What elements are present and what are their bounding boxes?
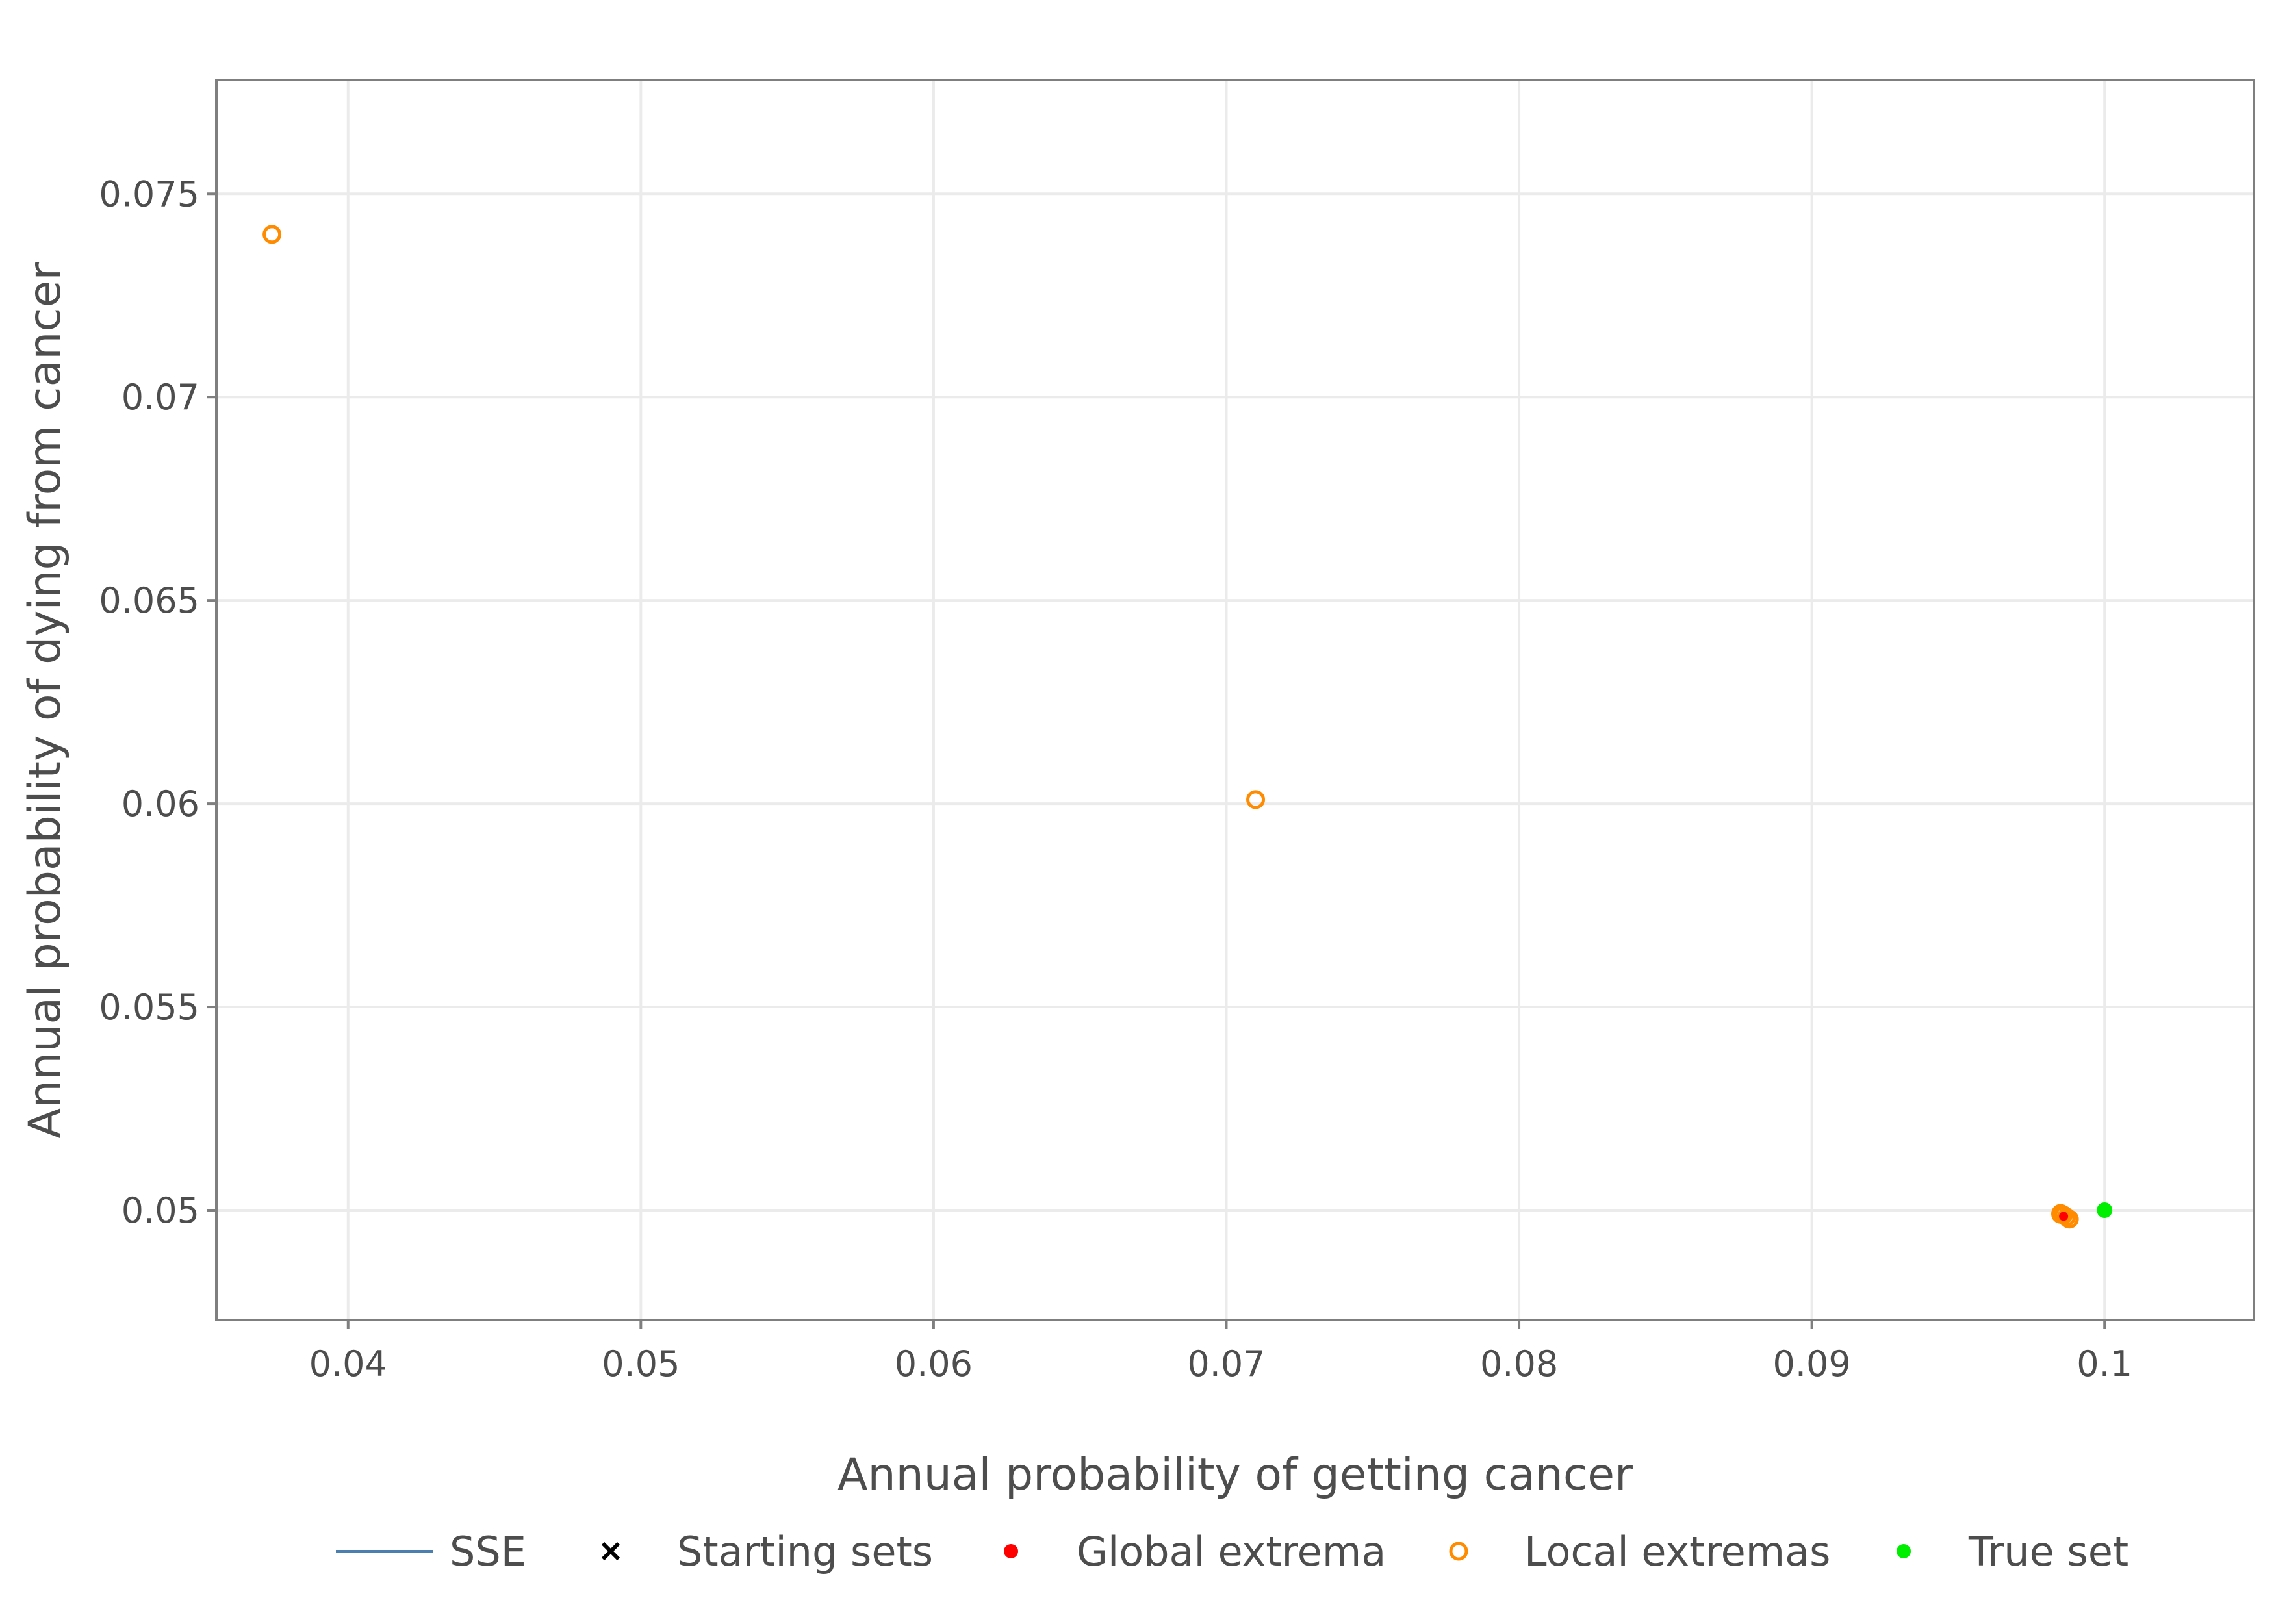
axis-ticks: 0.04 0.05 0.06 0.07 0.08 0.09 0.1 0.05 0.055 0.06… xyxy=(99,173,2132,1384)
true-set-point xyxy=(2097,1202,2113,1219)
local-extrema-point xyxy=(262,225,282,244)
plot-background xyxy=(216,80,2254,1320)
global-extrema-point xyxy=(2059,1212,2069,1221)
legend: SSE Starting sets Global extrema Local e… xyxy=(336,1528,2128,1575)
legend-label-global-extrema: Global extrema xyxy=(1077,1528,1386,1575)
orange-ring-swatch xyxy=(1449,1542,1468,1561)
legend-item-sse: SSE xyxy=(336,1528,526,1575)
y-tick-label: 0.07 xyxy=(121,377,199,418)
x-tick-label: 0.1 xyxy=(2076,1343,2132,1384)
local-extrema-point xyxy=(1246,790,1266,809)
legend-label-sse: SSE xyxy=(450,1528,526,1575)
y-tick-label: 0.06 xyxy=(121,783,199,824)
red-dot-swatch xyxy=(1004,1544,1018,1558)
x-tick-label: 0.04 xyxy=(309,1343,387,1384)
x-tick-label: 0.06 xyxy=(895,1343,973,1384)
legend-item-starting-sets: Starting sets xyxy=(601,1528,933,1575)
y-axis-title: Annual probability of dying from cancer xyxy=(19,262,71,1138)
plot-border xyxy=(215,79,2255,1321)
legend-label-local-extremas: Local extremas xyxy=(1524,1528,1830,1575)
y-tick-label: 0.075 xyxy=(99,173,199,214)
grid xyxy=(216,80,2254,1320)
y-tick-label: 0.055 xyxy=(99,987,199,1028)
legend-label-starting-sets: Starting sets xyxy=(677,1528,933,1575)
y-tick-label: 0.065 xyxy=(99,580,199,621)
x-tick-label: 0.09 xyxy=(1773,1343,1851,1384)
legend-item-local-extremas: Local extremas xyxy=(1449,1528,1830,1575)
data-points xyxy=(262,225,2113,1229)
y-tick-label: 0.05 xyxy=(121,1190,199,1231)
x-tick-label: 0.08 xyxy=(1480,1343,1558,1384)
x-axis-title: Annual probability of getting cancer xyxy=(837,1449,1633,1501)
local-extrema-point xyxy=(2051,1204,2071,1224)
legend-item-true-set: True set xyxy=(1897,1528,2128,1575)
legend-item-global-extrema: Global extrema xyxy=(1004,1528,1386,1575)
x-tick-label: 0.07 xyxy=(1187,1343,1265,1384)
legend-label-true-set: True set xyxy=(1968,1528,2128,1575)
green-dot-swatch xyxy=(1897,1544,1911,1558)
cross-marker-swatch xyxy=(601,1542,620,1561)
x-tick-label: 0.05 xyxy=(602,1343,680,1384)
